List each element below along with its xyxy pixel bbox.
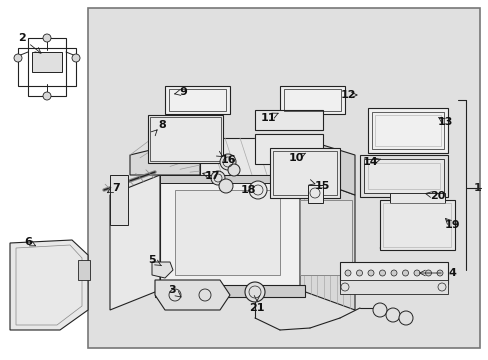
- Text: 13: 13: [436, 117, 452, 127]
- Bar: [254, 110, 323, 130]
- Bar: [389, 193, 444, 203]
- Polygon shape: [379, 200, 454, 250]
- Circle shape: [367, 270, 373, 276]
- Circle shape: [345, 270, 350, 276]
- Bar: [299, 200, 351, 275]
- Text: 20: 20: [429, 191, 445, 201]
- Bar: [272, 151, 336, 195]
- Bar: [164, 86, 229, 114]
- Polygon shape: [160, 175, 299, 290]
- Circle shape: [390, 270, 396, 276]
- Text: 2: 2: [18, 33, 26, 43]
- Bar: [359, 155, 447, 197]
- Polygon shape: [130, 138, 200, 175]
- Text: 14: 14: [362, 157, 377, 167]
- Text: 10: 10: [288, 153, 303, 163]
- Circle shape: [425, 270, 430, 276]
- Text: 9: 9: [179, 87, 186, 97]
- Bar: [175, 190, 280, 275]
- Circle shape: [210, 171, 224, 185]
- Bar: [339, 262, 447, 284]
- Bar: [78, 260, 90, 280]
- Bar: [280, 86, 345, 114]
- Bar: [374, 115, 440, 146]
- Text: 11: 11: [260, 113, 275, 123]
- Circle shape: [227, 164, 240, 176]
- Bar: [18, 48, 76, 86]
- Bar: [382, 203, 450, 247]
- Circle shape: [43, 34, 51, 42]
- Text: 5: 5: [148, 255, 156, 265]
- Text: 12: 12: [340, 90, 355, 100]
- Circle shape: [248, 181, 266, 199]
- Bar: [148, 115, 223, 163]
- Circle shape: [356, 270, 362, 276]
- Polygon shape: [299, 138, 354, 195]
- Text: 19: 19: [443, 220, 459, 230]
- Circle shape: [398, 311, 412, 325]
- Circle shape: [385, 308, 399, 322]
- Text: 8: 8: [158, 120, 165, 130]
- Text: 16: 16: [220, 155, 235, 165]
- Bar: [269, 148, 339, 198]
- Text: 15: 15: [314, 181, 329, 191]
- Text: 17: 17: [204, 171, 219, 181]
- Text: 18: 18: [240, 185, 255, 195]
- Circle shape: [379, 270, 385, 276]
- Circle shape: [14, 54, 22, 62]
- Bar: [367, 163, 439, 189]
- Polygon shape: [200, 138, 299, 175]
- Bar: [307, 185, 323, 203]
- Polygon shape: [110, 175, 160, 310]
- Circle shape: [402, 270, 407, 276]
- Circle shape: [220, 154, 236, 170]
- Polygon shape: [152, 262, 173, 278]
- Bar: [32, 52, 62, 72]
- Bar: [160, 175, 299, 183]
- Bar: [339, 280, 447, 294]
- Circle shape: [43, 92, 51, 100]
- Polygon shape: [155, 280, 229, 310]
- Polygon shape: [299, 175, 354, 310]
- Bar: [150, 117, 221, 161]
- Circle shape: [72, 54, 80, 62]
- Text: 6: 6: [24, 237, 32, 247]
- Bar: [88, 8, 479, 348]
- Text: 3: 3: [168, 285, 176, 295]
- Bar: [284, 89, 340, 111]
- Circle shape: [436, 270, 442, 276]
- Bar: [254, 134, 323, 164]
- Circle shape: [372, 303, 386, 317]
- Text: 1: 1: [473, 183, 481, 193]
- Bar: [155, 285, 305, 297]
- Bar: [28, 38, 66, 96]
- Circle shape: [244, 282, 264, 302]
- Bar: [110, 175, 128, 225]
- Bar: [371, 112, 443, 149]
- Circle shape: [219, 179, 232, 193]
- Bar: [363, 159, 443, 193]
- Circle shape: [413, 270, 419, 276]
- Text: 21: 21: [249, 303, 264, 313]
- Polygon shape: [10, 240, 88, 330]
- Bar: [367, 108, 447, 153]
- Text: 4: 4: [447, 268, 455, 278]
- Bar: [169, 89, 225, 111]
- Text: 7: 7: [112, 183, 120, 193]
